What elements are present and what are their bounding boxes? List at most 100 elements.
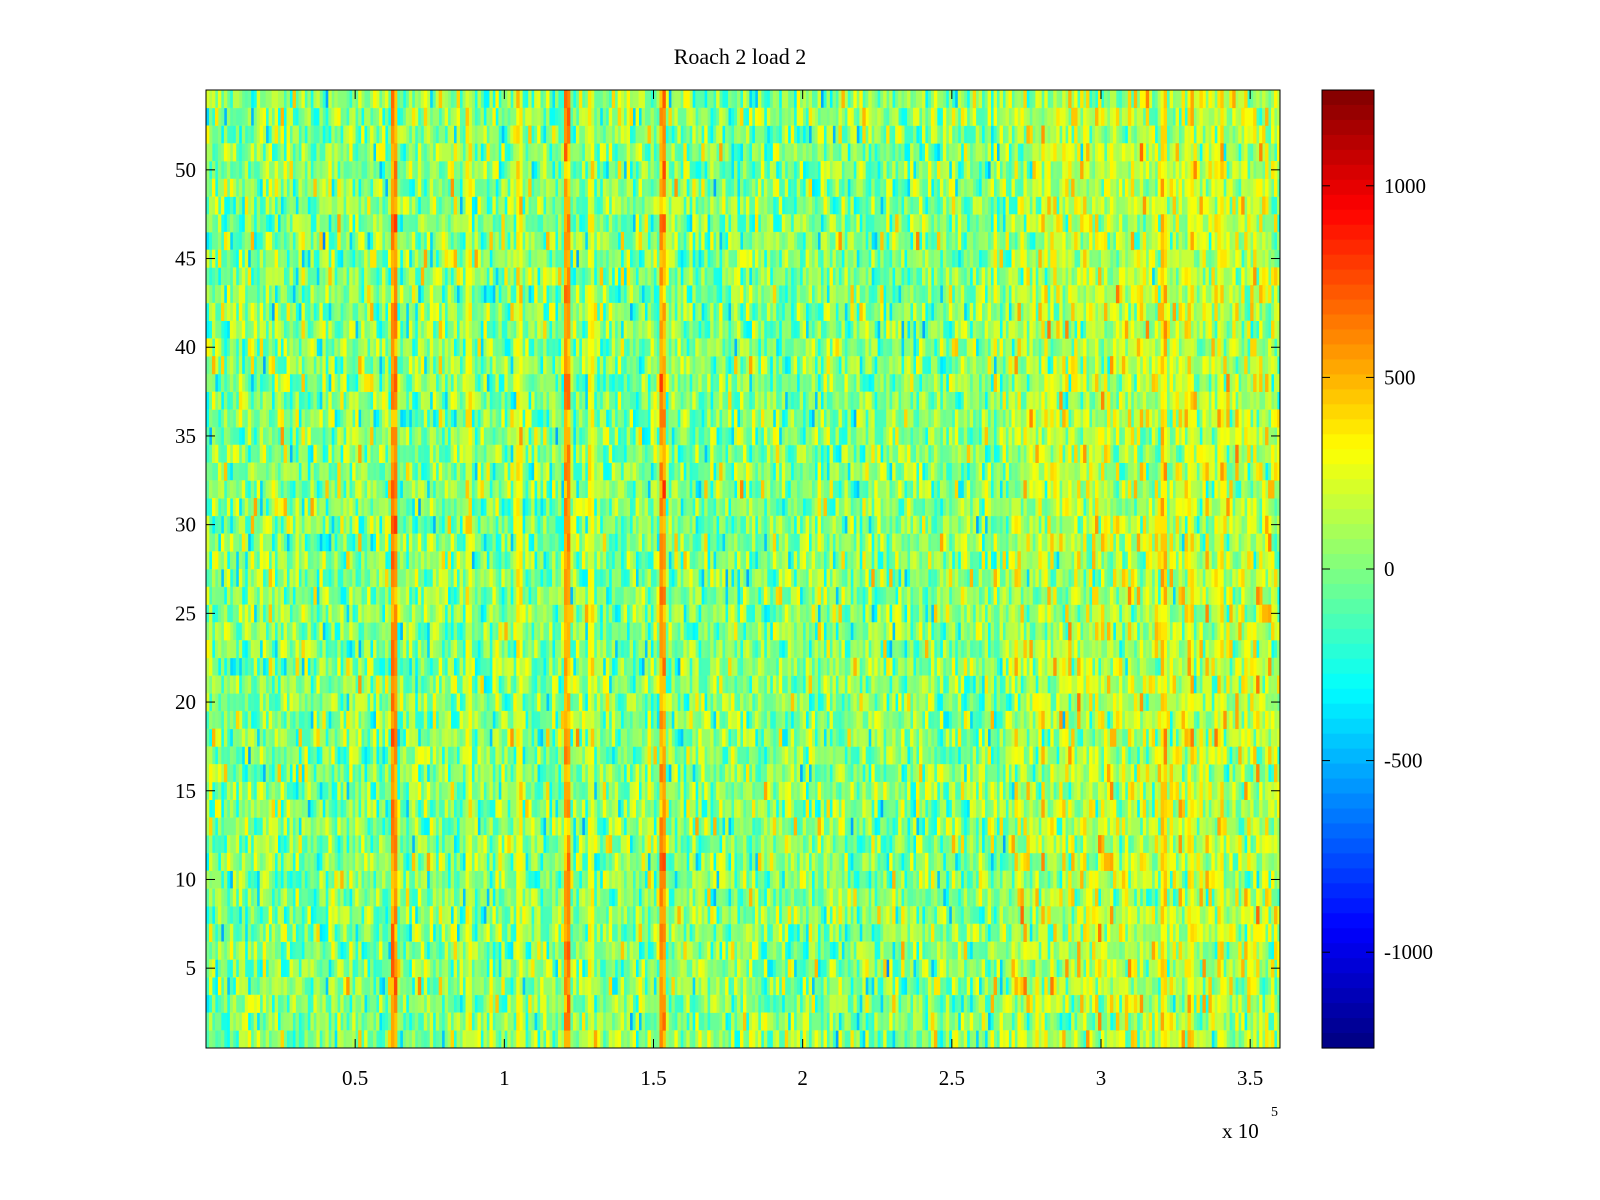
colorbar-tick-label: -500 [1384,749,1423,773]
colorbar-band [1322,344,1374,361]
colorbar-band [1322,494,1374,510]
colorbar-band [1322,808,1374,825]
plot-area [206,90,1281,1049]
colorbar-band [1322,688,1374,705]
colorbar-band [1322,539,1374,555]
heatmap-cell-group [206,90,1281,1049]
colorbar-band [1322,763,1374,780]
heatmap-cell-group [206,90,1281,1049]
colorbar-band [1322,943,1374,959]
heatmap-cell-group [662,480,666,499]
colorbar-band [1322,733,1374,750]
heatmap-cell-group [211,90,1281,1049]
colorbar-band [1322,134,1374,151]
colorbar-band [1322,164,1374,181]
colorbar-band [1322,224,1374,241]
x-tick-label: 3.5 [1237,1066,1263,1090]
colorbar-band [1322,958,1374,974]
colorbar-band [1322,569,1374,585]
colorbar-band [1322,1033,1374,1049]
colorbar-band [1322,973,1374,989]
colorbar-band [1322,868,1374,884]
colorbar-band [1322,209,1374,226]
colorbar-band [1322,883,1374,899]
y-tick-label: 20 [175,690,196,714]
colorbar-band [1322,434,1374,450]
colorbar-band [1322,673,1374,690]
x-tick-label: 1 [499,1066,510,1090]
x-tick-label: 2.5 [939,1066,965,1090]
colorbar-band [1322,838,1374,855]
colorbar [1322,90,1374,1049]
x-exponent-label: x 10 [1222,1119,1259,1143]
colorbar-band [1322,613,1374,630]
colorbar-band [1322,284,1374,301]
colorbar-band [1322,1018,1374,1034]
colorbar-band [1322,329,1374,346]
chart-title: Roach 2 load 2 [674,44,807,69]
colorbar-band [1322,988,1374,1004]
colorbar-band [1322,703,1374,720]
colorbar-band [1322,583,1374,600]
heatmap-cell-group [206,90,1281,1049]
y-axis: 5 10 15 20 25 30 35 40 45 50 [175,158,1280,980]
colorbar-band [1322,598,1374,615]
colorbar-band [1322,464,1374,480]
colorbar-band [1322,718,1374,735]
x-tick-label: 1.5 [640,1066,666,1090]
plot-frame [205,89,1281,1049]
y-tick-label: 30 [175,513,196,537]
colorbar-band [1322,389,1374,405]
colorbar-band [1322,90,1374,106]
colorbar-band [1322,314,1374,331]
colorbar-band [1322,898,1374,914]
x-tick-label: 3 [1096,1066,1107,1090]
colorbar-ticks: -1000 -500 0 500 1000 [1322,174,1433,964]
y-tick-label: 45 [175,247,196,271]
colorbar-band [1322,359,1374,376]
y-tick-label: 15 [175,779,196,803]
colorbar-band [1322,524,1374,540]
colorbar-band [1322,509,1374,525]
x-tick-label: 0.5 [342,1066,368,1090]
colorbar-band [1322,404,1374,420]
colorbar-band [1322,104,1374,121]
colorbar-tick-label: 1000 [1384,174,1426,198]
x-exponent-power: 5 [1271,1105,1278,1120]
colorbar-band [1322,913,1374,929]
x-tick-label: 2 [797,1066,808,1090]
colorbar-band [1322,628,1374,645]
y-tick-label: 25 [175,601,196,625]
colorbar-band [1322,374,1374,390]
colorbar-band [1322,554,1374,570]
colorbar-band [1322,479,1374,495]
y-tick-label: 50 [175,158,196,182]
colorbar-band [1322,778,1374,795]
colorbar-band [1322,239,1374,256]
colorbar-band [1322,269,1374,286]
colorbar-band [1322,643,1374,660]
colorbar-band [1322,119,1374,136]
colorbar-band [1322,748,1374,765]
colorbar-band [1322,299,1374,316]
colorbar-band [1322,928,1374,944]
colorbar-band [1322,194,1374,211]
colorbar-tick-label: -1000 [1384,940,1433,964]
y-tick-label: 10 [175,867,196,891]
colorbar-band [1322,254,1374,271]
colorbar-tick-label: 0 [1384,557,1395,581]
y-tick-label: 35 [175,424,196,448]
colorbar-band [1322,419,1374,435]
colorbar-band [1322,449,1374,465]
colorbar-band [1322,179,1374,196]
colorbar-band [1322,793,1374,810]
x-axis: 0.5 1 1.5 2 2.5 3 3.5 [342,90,1263,1090]
colorbar-band [1322,1003,1374,1019]
colorbar-band [1322,658,1374,675]
y-tick-label: 40 [175,335,196,359]
colorbar-band [1322,149,1374,166]
y-tick-label: 5 [186,956,197,980]
colorbar-band [1322,823,1374,840]
colorbar-tick-label: 500 [1384,365,1416,389]
